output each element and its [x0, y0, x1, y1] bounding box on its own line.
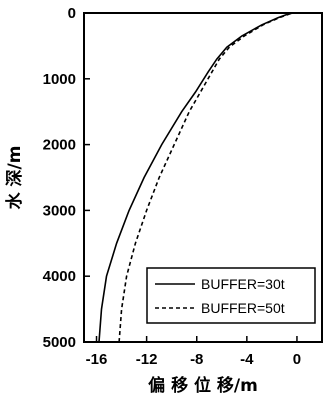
y-tick-label: 0 — [68, 5, 76, 22]
y-tick-label: 2000 — [43, 137, 76, 154]
x-tick-label: -16 — [86, 351, 108, 368]
legend: BUFFER=30t BUFFER=50t — [146, 267, 316, 324]
x-tick-label: 0 — [293, 351, 301, 368]
x-axis: -16 -12 -8 -4 0 — [86, 336, 301, 368]
legend-box — [146, 267, 316, 324]
y-tick-label: 4000 — [43, 268, 76, 285]
x-axis-title: 偏 移 位 移/m — [148, 375, 258, 396]
x-tick-label: -4 — [240, 351, 254, 368]
y-tick-label: 3000 — [43, 202, 76, 219]
y-tick-label: 1000 — [43, 71, 76, 88]
y-axis: 0 1000 2000 3000 4000 5000 — [43, 5, 90, 351]
series-line-2 — [118, 12, 294, 343]
legend-label-2: BUFFER=50t — [201, 300, 285, 316]
y-axis-title: 水 深/m — [4, 146, 25, 210]
plot-area — [83, 12, 323, 343]
x-tick-label: -8 — [190, 351, 203, 368]
legend-label-1: BUFFER=30t — [201, 276, 285, 292]
plot-frame — [83, 12, 323, 343]
y-tick-label: 5000 — [43, 334, 76, 351]
series-group — [98, 12, 294, 343]
x-tick-label: -12 — [136, 351, 158, 368]
